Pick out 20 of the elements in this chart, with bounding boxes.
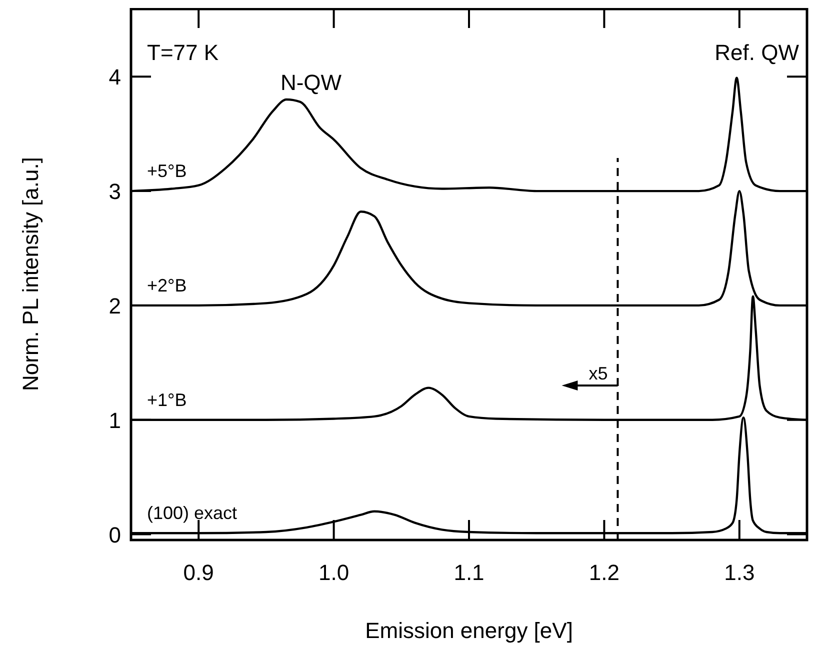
y-tick-label: 1: [108, 408, 121, 433]
series-label: +5°B: [147, 161, 187, 182]
y-tick-label: 3: [108, 179, 121, 204]
x-tick-label: 0.9: [183, 560, 214, 585]
x-tick-label: 1.2: [588, 560, 620, 585]
y-tick-label: 2: [108, 293, 121, 318]
annotation: T=77 K: [147, 40, 219, 65]
y-axis-title: Norm. PL intensity [a.u.]: [18, 157, 43, 391]
annotation: x5: [588, 364, 608, 384]
x-tick-label: 1.1: [454, 560, 484, 585]
annotation: Ref. QW: [714, 40, 800, 65]
series-label: +1°B: [147, 390, 187, 410]
y-tick-label: 4: [108, 64, 121, 90]
x-tick-label: 1.0: [318, 560, 350, 585]
y-tick-label: 0: [108, 522, 121, 548]
x-axis-title: Emission energy [eV]: [365, 618, 573, 643]
annotation: N-QW: [280, 70, 342, 95]
series-label: (100) exact: [147, 503, 238, 524]
x-tick-label: 1.3: [724, 560, 755, 585]
series-label: +2°B: [147, 275, 187, 296]
